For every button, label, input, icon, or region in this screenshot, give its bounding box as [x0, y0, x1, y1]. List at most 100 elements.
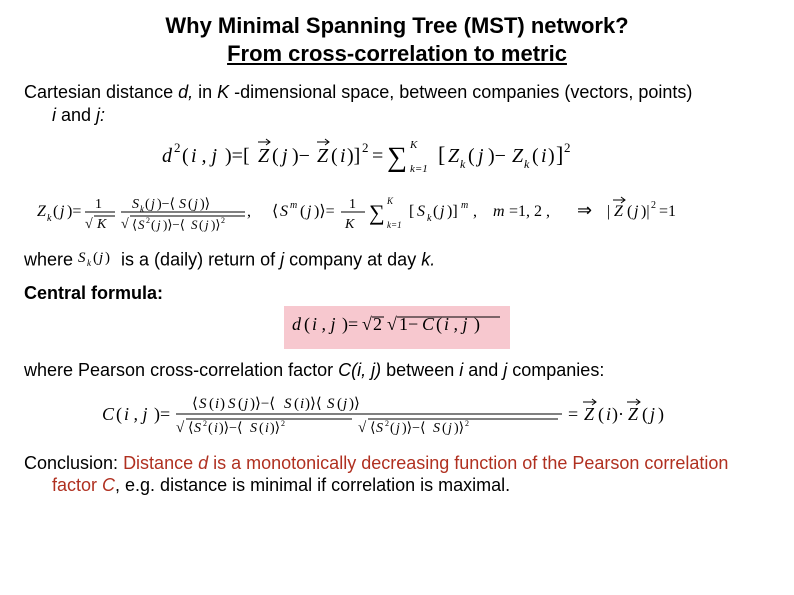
- svg-text:,: ,: [473, 203, 477, 220]
- svg-text:1: 1: [95, 197, 102, 212]
- where2-suffix: companies:: [512, 360, 604, 380]
- svg-text:k: k: [47, 213, 52, 224]
- conclusion-C: C: [102, 475, 115, 495]
- svg-text:(: (: [433, 203, 438, 220]
- svg-text:d: d: [162, 145, 173, 167]
- where2-prefix: where Pearson cross-correlation factor: [24, 360, 338, 380]
- svg-text:(: (: [294, 396, 299, 412]
- svg-text:)⟩: )⟩: [270, 421, 280, 436]
- intro-text: Cartesian distance d, in K -dimensional …: [24, 81, 770, 126]
- svg-text:(: (: [331, 145, 338, 167]
- svg-text:)⟩−⟨: )⟩−⟨: [219, 421, 242, 436]
- svg-text:S: S: [228, 396, 236, 412]
- intro-i: i: [52, 105, 61, 125]
- svg-text:√: √: [85, 217, 93, 232]
- svg-text:k: k: [87, 258, 92, 268]
- svg-text:Z: Z: [258, 145, 270, 167]
- svg-text:(: (: [304, 314, 310, 335]
- svg-text:C: C: [422, 314, 435, 334]
- svg-text:(: (: [182, 145, 189, 167]
- svg-text:S: S: [376, 421, 383, 436]
- svg-text:)]: )]: [347, 145, 360, 167]
- where2-mid: between: [386, 360, 459, 380]
- svg-text:S: S: [199, 396, 207, 412]
- svg-text:): ): [548, 145, 555, 167]
- svg-text:√: √: [121, 217, 129, 232]
- svg-text:[: [: [409, 203, 414, 220]
- svg-text:(: (: [188, 197, 193, 212]
- formula-c: C ( i , j )= ⟨ S ( i ) S ( j )⟩−⟨ S ( i …: [24, 388, 770, 442]
- title-line-2: From cross-correlation to metric: [24, 40, 770, 68]
- formula-zk: Z k ( j )= 1 √ K S k ( j )−⟨ S ( j )⟩ √ …: [24, 188, 770, 238]
- svg-text:S: S: [78, 250, 86, 266]
- svg-text:⟨: ⟨: [370, 421, 375, 436]
- svg-text:m: m: [290, 200, 297, 211]
- svg-text:j: j: [58, 203, 65, 220]
- svg-text:2: 2: [146, 216, 150, 225]
- intro-d: d,: [178, 82, 193, 102]
- svg-text:)⟩: )⟩: [349, 396, 360, 412]
- where2-j: j: [503, 360, 512, 380]
- intro-j: j:: [96, 105, 105, 125]
- svg-text:(: (: [238, 396, 243, 412]
- svg-text:(: (: [300, 203, 305, 220]
- where1-mid2: company at day: [289, 249, 421, 269]
- svg-text:(: (: [642, 404, 648, 425]
- svg-text:i , j: i , j: [191, 145, 218, 167]
- svg-text:∑: ∑: [387, 142, 407, 173]
- svg-text:S: S: [179, 197, 186, 212]
- svg-text:√: √: [358, 420, 367, 436]
- svg-text:(: (: [209, 396, 214, 412]
- svg-text:(: (: [272, 145, 279, 167]
- svg-text:j: j: [475, 145, 484, 167]
- svg-text:∑: ∑: [369, 200, 385, 225]
- svg-text:2: 2: [651, 200, 656, 211]
- svg-text:j: j: [149, 197, 155, 212]
- formula-d2: d 2 ( i , j )=[ Z ( j )− Z ( i )] 2 = ∑ …: [24, 132, 770, 178]
- svg-text:j: j: [446, 421, 452, 436]
- svg-text:]: ]: [556, 142, 563, 167]
- svg-text:)⟩−⟨: )⟩−⟨: [402, 421, 425, 436]
- svg-text:S: S: [132, 197, 139, 212]
- intro-mid2: -dimensional space, between companies (v…: [234, 82, 692, 102]
- svg-text:S: S: [250, 421, 257, 436]
- svg-text:j: j: [203, 217, 209, 232]
- svg-text:√: √: [176, 420, 185, 436]
- svg-text:2: 2: [465, 419, 469, 428]
- svg-text:i: i: [215, 396, 219, 412]
- svg-text:K: K: [386, 196, 394, 206]
- svg-text:(: (: [116, 404, 122, 425]
- svg-text:k: k: [524, 157, 530, 171]
- where2-C: C(i, j): [338, 360, 381, 380]
- svg-text:√: √: [362, 314, 372, 334]
- svg-text:i , j: i , j: [312, 314, 336, 334]
- svg-text:)−: )−: [488, 145, 506, 167]
- svg-text:⟨: ⟨: [188, 421, 193, 436]
- slide-title: Why Minimal Spanning Tree (MST) network?…: [24, 12, 770, 67]
- svg-text:k=1: k=1: [387, 220, 402, 230]
- svg-text:,: ,: [247, 203, 251, 220]
- where1-mid: is a (daily) return of: [121, 249, 280, 269]
- svg-text:)]: )]: [447, 203, 458, 220]
- svg-text:(: (: [145, 197, 150, 212]
- svg-text:2: 2: [221, 216, 225, 225]
- where1-j: j: [280, 249, 284, 269]
- where1-k: k.: [421, 249, 435, 269]
- svg-text:S: S: [194, 421, 201, 436]
- svg-text:S: S: [327, 396, 335, 412]
- svg-text:(: (: [442, 421, 447, 436]
- intro-prefix: Cartesian distance: [24, 82, 178, 102]
- svg-text:⟨: ⟨: [132, 217, 137, 232]
- svg-text:)·: )·: [612, 404, 624, 425]
- svg-text:2: 2: [362, 140, 369, 155]
- svg-text:K: K: [96, 217, 107, 232]
- svg-text:⇒: ⇒: [577, 200, 592, 220]
- svg-text:j: j: [305, 203, 312, 220]
- svg-text:)⟩: )⟩: [211, 217, 220, 232]
- svg-text:Z: Z: [448, 145, 460, 167]
- svg-text:)−: )−: [292, 145, 310, 167]
- svg-text:=1: =1: [659, 203, 676, 220]
- svg-text:S: S: [280, 203, 288, 220]
- svg-text:j: j: [648, 404, 655, 424]
- svg-text:2: 2: [373, 314, 382, 334]
